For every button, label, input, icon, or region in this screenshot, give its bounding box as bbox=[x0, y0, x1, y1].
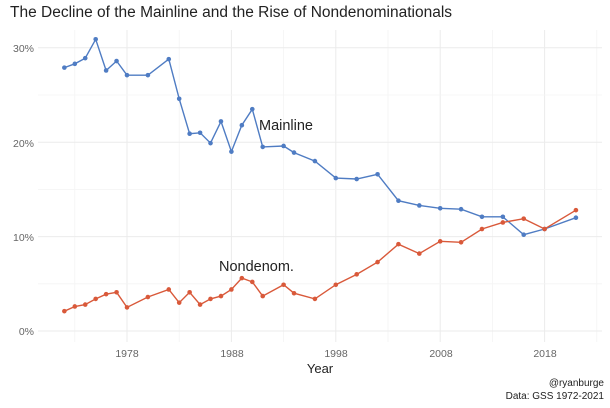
data-point-nondenom bbox=[458, 239, 464, 245]
data-point-nondenom bbox=[166, 287, 172, 292]
data-point-mainline bbox=[187, 131, 192, 137]
data-point-mainline bbox=[312, 158, 318, 164]
data-point-mainline bbox=[396, 198, 401, 204]
x-tick-label: 2018 bbox=[533, 348, 557, 360]
data-point-nondenom bbox=[312, 296, 318, 302]
data-point-nondenom bbox=[354, 272, 359, 277]
series-label-mainline: Mainline bbox=[259, 118, 313, 134]
data-point-mainline bbox=[573, 215, 579, 221]
data-point-nondenom bbox=[72, 304, 78, 309]
data-point-mainline bbox=[197, 130, 203, 136]
data-point-nondenom bbox=[281, 282, 286, 288]
y-tick-label: 30% bbox=[13, 43, 34, 55]
y-tick-label: 20% bbox=[13, 138, 34, 150]
data-point-mainline bbox=[291, 150, 297, 155]
caption-handle: @ryanburge bbox=[549, 378, 605, 389]
data-point-mainline bbox=[93, 37, 98, 42]
data-point-mainline bbox=[521, 232, 527, 238]
data-point-nondenom bbox=[521, 216, 527, 221]
data-point-mainline bbox=[62, 65, 67, 70]
data-point-mainline bbox=[500, 214, 506, 220]
y-tick-label: 10% bbox=[13, 232, 34, 244]
data-point-mainline bbox=[479, 214, 485, 220]
data-point-nondenom bbox=[197, 302, 203, 307]
data-point-nondenom bbox=[375, 259, 380, 265]
data-point-mainline bbox=[145, 72, 151, 78]
x-tick-label: 1998 bbox=[324, 348, 348, 360]
data-point-nondenom bbox=[249, 279, 255, 285]
caption-source: Data: GSS 1972-2021 bbox=[506, 391, 605, 402]
data-point-nondenom bbox=[114, 289, 119, 295]
data-point-nondenom bbox=[176, 300, 182, 305]
data-point-nondenom bbox=[124, 305, 130, 310]
data-point-mainline bbox=[176, 96, 182, 102]
data-point-mainline bbox=[354, 176, 359, 182]
x-tick-label: 1978 bbox=[115, 348, 139, 360]
x-tick-label: 2008 bbox=[429, 348, 453, 360]
data-point-mainline bbox=[375, 171, 380, 177]
data-point-nondenom bbox=[145, 294, 151, 300]
data-point-mainline bbox=[124, 72, 130, 78]
data-point-mainline bbox=[437, 205, 443, 211]
data-point-mainline bbox=[281, 143, 286, 149]
data-point-mainline bbox=[72, 61, 78, 67]
data-point-nondenom bbox=[437, 239, 443, 244]
data-point-mainline bbox=[82, 55, 88, 61]
chart-title: The Decline of the Mainline and the Rise… bbox=[10, 4, 452, 21]
data-point-nondenom bbox=[417, 251, 422, 256]
data-point-mainline bbox=[218, 119, 224, 124]
x-axis-label: Year bbox=[307, 361, 334, 376]
series-line-nondenom bbox=[64, 209, 577, 312]
data-point-mainline bbox=[239, 122, 245, 128]
series-line-mainline bbox=[64, 37, 577, 236]
x-tick-label: 1988 bbox=[220, 348, 244, 360]
data-point-nondenom bbox=[396, 241, 401, 247]
data-point-nondenom bbox=[573, 207, 579, 213]
data-point-mainline bbox=[208, 140, 213, 146]
data-point-mainline bbox=[333, 175, 339, 181]
data-point-nondenom bbox=[291, 290, 297, 296]
data-point-nondenom bbox=[62, 308, 67, 314]
data-point-nondenom bbox=[260, 293, 266, 299]
data-point-mainline bbox=[229, 149, 234, 154]
data-point-nondenom bbox=[479, 226, 485, 232]
data-point-nondenom bbox=[333, 282, 339, 288]
data-point-nondenom bbox=[93, 296, 98, 302]
x-axis: 1978 1988 1998 2008 2018 bbox=[115, 348, 557, 360]
data-point-mainline bbox=[260, 144, 266, 150]
data-point-mainline bbox=[249, 106, 255, 112]
y-tick-label: 0% bbox=[19, 326, 34, 338]
data-point-nondenom bbox=[82, 302, 88, 307]
data-point-mainline bbox=[103, 68, 109, 73]
y-axis: 0% 10% 20% 30% bbox=[13, 43, 34, 338]
data-point-nondenom bbox=[208, 296, 213, 302]
data-point-mainline bbox=[458, 206, 464, 212]
data-point-nondenom bbox=[229, 287, 234, 292]
series-layer bbox=[62, 37, 579, 314]
data-point-nondenom bbox=[218, 293, 224, 299]
data-point-nondenom bbox=[542, 226, 547, 232]
data-point-mainline bbox=[114, 58, 119, 64]
data-point-nondenom bbox=[239, 275, 245, 281]
series-label-nondenom: Nondenom. bbox=[219, 259, 294, 275]
data-point-nondenom bbox=[500, 220, 506, 225]
data-point-nondenom bbox=[103, 291, 109, 297]
data-point-nondenom bbox=[187, 289, 192, 295]
data-point-mainline bbox=[417, 203, 422, 208]
grid bbox=[38, 30, 602, 342]
data-point-mainline bbox=[166, 56, 172, 62]
